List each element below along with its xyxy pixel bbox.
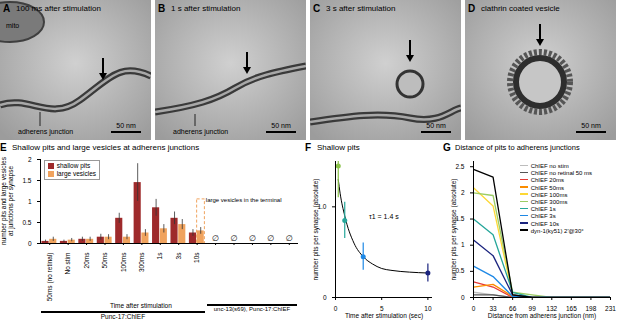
html-text:number pits and large vesicles: number pits and large vesicles at juncti…	[0, 157, 14, 245]
svg-text:∅: ∅	[231, 234, 238, 243]
svg-text:1s: 1s	[156, 252, 163, 260]
html-text:ChIEF 1s: ChIEF 1s	[530, 206, 556, 213]
svg-text:1.5: 1.5	[22, 177, 31, 184]
svg-text:2: 2	[28, 156, 32, 163]
html-text:large vesicles in the terminal: large vesicles in the terminal	[205, 196, 282, 203]
html-text:ChIEF no retinal 50 ms: ChIEF no retinal 50 ms	[530, 170, 593, 177]
html-text:ChIEF 20ms: ChIEF 20ms	[530, 177, 564, 184]
svg-text:132: 132	[546, 305, 558, 313]
html-text:Shallow pits: Shallow pits	[317, 143, 360, 152]
svg-text:A: A	[3, 3, 10, 14]
svg-text:2: 2	[461, 189, 465, 196]
html-text:Distance of pits to adherens j: Distance of pits to adherens junctions	[455, 143, 580, 152]
svg-text:No stim: No stim	[64, 253, 71, 275]
svg-text:5: 5	[379, 305, 384, 313]
svg-text:50 nm: 50 nm	[116, 122, 136, 129]
svg-text:165: 165	[565, 305, 577, 313]
svg-text:2.5: 2.5	[455, 163, 464, 170]
html-text:ChIEF 100ms: ChIEF 100ms	[530, 191, 568, 198]
svg-text:D: D	[468, 3, 475, 14]
svg-text:100ms: 100ms	[120, 252, 127, 272]
svg-text:3 s after stimulation: 3 s after stimulation	[326, 4, 395, 13]
svg-text:clathrin coated vesicle: clathrin coated vesicle	[481, 4, 560, 13]
svg-text:0: 0	[323, 294, 327, 301]
svg-text:99: 99	[528, 305, 536, 313]
svg-text:∅: ∅	[267, 234, 274, 243]
svg-text:3s: 3s	[175, 252, 182, 260]
svg-text:231: 231	[605, 305, 616, 312]
html-text:ChIEF no stim: ChIEF no stim	[530, 163, 569, 169]
html-text:Shallow pits and large vesicle: Shallow pits and large vesicles at adher…	[12, 143, 200, 152]
html-text:G: G	[443, 142, 451, 153]
svg-text:0: 0	[461, 294, 465, 301]
svg-text:1 s after stimulation: 1 s after stimulation	[171, 4, 240, 13]
svg-text:adherens junction: adherens junction	[18, 128, 73, 136]
svg-text:0: 0	[472, 305, 476, 312]
html-text:F: F	[305, 142, 312, 153]
html-text:ChIEF 300ms: ChIEF 300ms	[530, 199, 568, 205]
html-text:ChIEF 10s: ChIEF 10s	[530, 220, 560, 227]
svg-text:∅: ∅	[249, 234, 256, 243]
svg-text:10: 10	[424, 305, 432, 312]
svg-text:10s: 10s	[193, 252, 200, 263]
svg-text:∅: ∅	[286, 234, 293, 243]
svg-text:∅: ∅	[212, 234, 219, 243]
svg-text:0.5: 0.5	[455, 267, 465, 275]
html-text:dyn-1(ky51) 2'@30°: dyn-1(ky51) 2'@30°	[530, 227, 584, 234]
svg-text:number pits per synapse (absol: number pits per synapse (absolute)	[450, 179, 458, 281]
svg-text:number pits per synapse (absol: number pits per synapse (absolute)	[312, 179, 320, 281]
svg-text:B: B	[158, 3, 165, 14]
html-text:E: E	[0, 142, 7, 153]
html-text:ChIEF 3s: ChIEF 3s	[530, 213, 556, 220]
svg-text:C: C	[313, 3, 320, 14]
svg-text:20ms: 20ms	[83, 252, 90, 269]
svg-text:1: 1	[28, 198, 32, 205]
svg-text:100 ms after stimulation: 100 ms after stimulation	[16, 4, 101, 13]
html-text:unc-13(s69), Punc-17:ChIEF: unc-13(s69), Punc-17:ChIEF	[213, 306, 291, 312]
svg-text:50 nm: 50 nm	[426, 122, 446, 129]
svg-text:50 nm: 50 nm	[581, 122, 601, 129]
svg-text:0.5: 0.5	[22, 219, 31, 226]
html-text:Time after stimulation: Time after stimulation	[109, 302, 172, 309]
svg-text:198: 198	[585, 305, 597, 313]
svg-text:0: 0	[334, 305, 338, 312]
svg-text:1: 1	[461, 241, 465, 248]
svg-text:Distance from adherens junctio: Distance from adherens junction (nm)	[488, 312, 596, 320]
svg-text:adherens junction: adherens junction	[173, 128, 228, 136]
svg-text:66: 66	[509, 305, 517, 313]
html-text:τ1 = 1.4 s: τ1 = 1.4 s	[368, 212, 399, 220]
svg-text:1.0: 1.0	[317, 202, 327, 210]
html-text:ChIEF 50ms: ChIEF 50ms	[530, 184, 564, 191]
svg-text:50ms (no retinal): 50ms (no retinal)	[46, 253, 54, 302]
html-text:Punc-17:ChIEF: Punc-17:ChIEF	[100, 313, 146, 320]
svg-text:Time after stimulation (sec): Time after stimulation (sec)	[345, 312, 423, 320]
svg-text:50 nm: 50 nm	[271, 122, 291, 129]
html-text:shallow pits: shallow pits	[56, 162, 91, 169]
svg-text:1.5: 1.5	[455, 215, 465, 223]
svg-text:33: 33	[489, 305, 497, 313]
svg-text:mito: mito	[6, 22, 19, 29]
svg-text:50ms: 50ms	[101, 252, 108, 269]
html-text:large vesicles: large vesicles	[56, 170, 97, 177]
svg-text:300ms: 300ms	[138, 252, 145, 272]
svg-text:0: 0	[28, 240, 32, 247]
